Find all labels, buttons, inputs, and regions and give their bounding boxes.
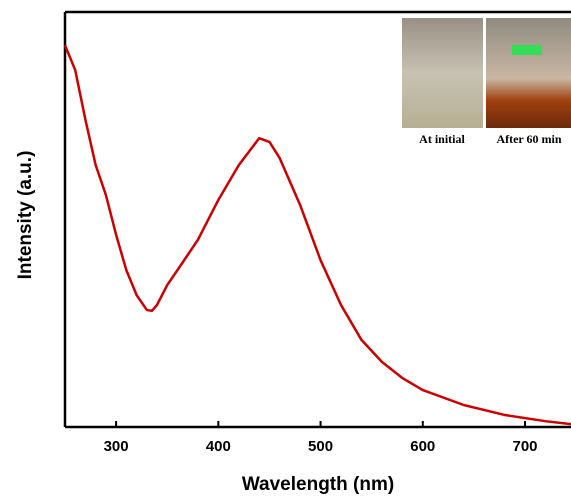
y-axis-label: Intensity (a.u.) — [15, 151, 36, 280]
x-tick-label: 500 — [308, 438, 333, 455]
inset-photo-initial — [402, 18, 483, 128]
x-axis-label: Wavelength (nm) — [242, 474, 394, 495]
chart: At initial After 60 min Wavelength (nm) … — [0, 0, 571, 496]
x-tick-label: 600 — [410, 438, 435, 455]
inset-photo-60min — [486, 18, 571, 128]
page: At initial After 60 min Wavelength (nm) … — [0, 0, 571, 496]
inset-label: At initial — [419, 132, 465, 146]
x-tick-label: 700 — [512, 438, 537, 455]
x-tick-label: 400 — [206, 438, 231, 455]
x-tick-label: 300 — [104, 438, 129, 455]
inset-label: After 60 min — [496, 132, 561, 146]
photo-tag — [512, 45, 542, 55]
